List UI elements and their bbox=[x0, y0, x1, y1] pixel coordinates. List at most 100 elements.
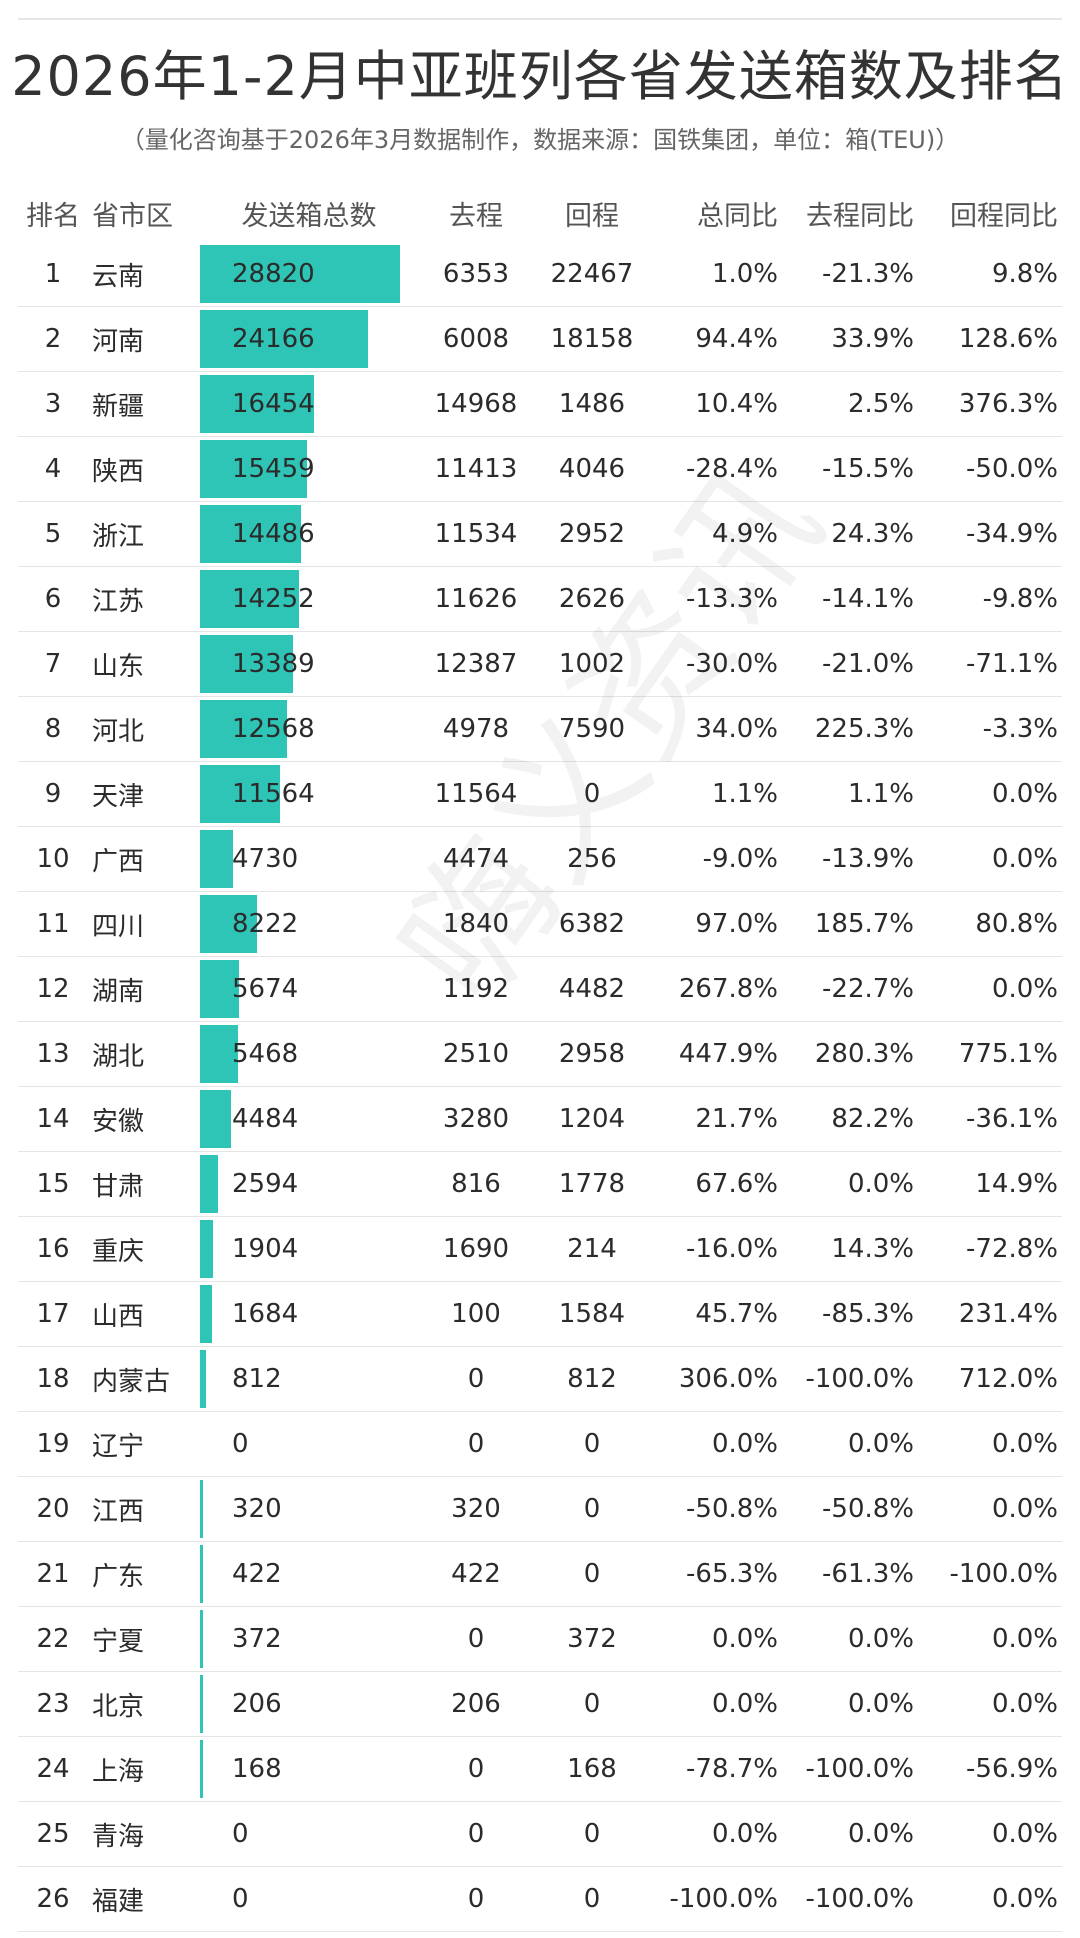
outbound-cell: 422 bbox=[418, 1542, 534, 1607]
total-value: 28820 bbox=[200, 259, 315, 289]
table-row: 25 青海 0 0 0 0.0% 0.0% 0.0% bbox=[18, 1802, 1062, 1867]
table-row: 1 云南 28820 6353 22467 1.0% -21.3% 9.8% bbox=[18, 242, 1062, 307]
total-value: 812 bbox=[200, 1364, 282, 1394]
total-cell: 320 bbox=[200, 1477, 418, 1542]
yoy-cell: 1.1% bbox=[650, 762, 782, 827]
outbound-yoy-cell: 0.0% bbox=[782, 1802, 918, 1867]
table-row: 26 福建 0 0 0 -100.0% -100.0% 0.0% bbox=[18, 1867, 1062, 1932]
table-row: 6 江苏 14252 11626 2626 -13.3% -14.1% -9.8% bbox=[18, 567, 1062, 632]
total-value: 2594 bbox=[200, 1169, 298, 1199]
total-value: 11564 bbox=[200, 779, 315, 809]
province-cell: 新疆 bbox=[88, 372, 200, 437]
inbound-cell: 0 bbox=[534, 762, 650, 827]
header-outbound: 去程 bbox=[418, 184, 534, 242]
outbound-cell: 11413 bbox=[418, 437, 534, 502]
table-row: 18 内蒙古 812 0 812 306.0% -100.0% 712.0% bbox=[18, 1347, 1062, 1412]
outbound-yoy-cell: 1.1% bbox=[782, 762, 918, 827]
top-divider bbox=[18, 18, 1062, 20]
inbound-yoy-cell: 0.0% bbox=[918, 827, 1062, 892]
table-row: 12 湖南 5674 1192 4482 267.8% -22.7% 0.0% bbox=[18, 957, 1062, 1022]
yoy-cell: -30.0% bbox=[650, 632, 782, 697]
outbound-yoy-cell: -85.3% bbox=[782, 1282, 918, 1347]
yoy-cell: 0.0% bbox=[650, 1412, 782, 1477]
inbound-yoy-cell: -36.1% bbox=[918, 1087, 1062, 1152]
table-row: 9 天津 11564 11564 0 1.1% 1.1% 0.0% bbox=[18, 762, 1062, 827]
inbound-yoy-cell: -3.3% bbox=[918, 697, 1062, 762]
inbound-cell: 0 bbox=[534, 1867, 650, 1932]
yoy-cell: 10.4% bbox=[650, 372, 782, 437]
total-value: 24166 bbox=[200, 324, 315, 354]
province-cell: 江苏 bbox=[88, 567, 200, 632]
outbound-yoy-cell: -50.8% bbox=[782, 1477, 918, 1542]
table-row: 10 广西 4730 4474 256 -9.0% -13.9% 0.0% bbox=[18, 827, 1062, 892]
total-cell: 422 bbox=[200, 1542, 418, 1607]
total-cell: 1904 bbox=[200, 1217, 418, 1282]
outbound-yoy-cell: -21.3% bbox=[782, 242, 918, 307]
inbound-yoy-cell: 0.0% bbox=[918, 1607, 1062, 1672]
province-cell: 安徽 bbox=[88, 1087, 200, 1152]
outbound-cell: 0 bbox=[418, 1347, 534, 1412]
total-cell: 812 bbox=[200, 1347, 418, 1412]
outbound-cell: 6008 bbox=[418, 307, 534, 372]
inbound-cell: 0 bbox=[534, 1802, 650, 1867]
rank-cell: 20 bbox=[18, 1477, 88, 1542]
outbound-yoy-cell: 280.3% bbox=[782, 1022, 918, 1087]
table-row: 22 宁夏 372 0 372 0.0% 0.0% 0.0% bbox=[18, 1607, 1062, 1672]
rank-cell: 15 bbox=[18, 1152, 88, 1217]
table-row: 3 新疆 16454 14968 1486 10.4% 2.5% 376.3% bbox=[18, 372, 1062, 437]
province-cell: 山西 bbox=[88, 1282, 200, 1347]
inbound-yoy-cell: 0.0% bbox=[918, 762, 1062, 827]
province-cell: 浙江 bbox=[88, 502, 200, 567]
total-cell: 11564 bbox=[200, 762, 418, 827]
outbound-yoy-cell: -100.0% bbox=[782, 1867, 918, 1932]
inbound-cell: 1778 bbox=[534, 1152, 650, 1217]
province-cell: 宁夏 bbox=[88, 1607, 200, 1672]
total-value: 422 bbox=[200, 1559, 282, 1589]
inbound-cell: 256 bbox=[534, 827, 650, 892]
inbound-yoy-cell: 712.0% bbox=[918, 1347, 1062, 1412]
inbound-cell: 0 bbox=[534, 1672, 650, 1737]
outbound-cell: 4474 bbox=[418, 827, 534, 892]
table-header-row: 排名 省市区 发送箱总数 去程 回程 总同比 去程同比 回程同比 bbox=[18, 184, 1062, 242]
total-cell: 14252 bbox=[200, 567, 418, 632]
total-value: 15459 bbox=[200, 454, 315, 484]
total-cell: 14486 bbox=[200, 502, 418, 567]
header-inbound: 回程 bbox=[534, 184, 650, 242]
province-cell: 山东 bbox=[88, 632, 200, 697]
table-row: 15 甘肃 2594 816 1778 67.6% 0.0% 14.9% bbox=[18, 1152, 1062, 1217]
outbound-yoy-cell: -61.3% bbox=[782, 1542, 918, 1607]
province-cell: 湖北 bbox=[88, 1022, 200, 1087]
outbound-cell: 816 bbox=[418, 1152, 534, 1217]
yoy-cell: 94.4% bbox=[650, 307, 782, 372]
inbound-yoy-cell: 0.0% bbox=[918, 1802, 1062, 1867]
rank-cell: 17 bbox=[18, 1282, 88, 1347]
ranking-table: 排名 省市区 发送箱总数 去程 回程 总同比 去程同比 回程同比 1 云南 2882… bbox=[18, 184, 1062, 1932]
outbound-yoy-cell: -15.5% bbox=[782, 437, 918, 502]
yoy-cell: 0.0% bbox=[650, 1672, 782, 1737]
inbound-yoy-cell: -9.8% bbox=[918, 567, 1062, 632]
rank-cell: 9 bbox=[18, 762, 88, 827]
total-value: 4484 bbox=[200, 1104, 298, 1134]
outbound-cell: 11564 bbox=[418, 762, 534, 827]
header-inbound-yoy: 回程同比 bbox=[918, 184, 1062, 242]
total-cell: 206 bbox=[200, 1672, 418, 1737]
province-cell: 重庆 bbox=[88, 1217, 200, 1282]
inbound-cell: 0 bbox=[534, 1412, 650, 1477]
total-value: 0 bbox=[200, 1884, 249, 1914]
table-row: 2 河南 24166 6008 18158 94.4% 33.9% 128.6% bbox=[18, 307, 1062, 372]
rank-cell: 4 bbox=[18, 437, 88, 502]
outbound-cell: 0 bbox=[418, 1412, 534, 1477]
inbound-cell: 22467 bbox=[534, 242, 650, 307]
rank-cell: 3 bbox=[18, 372, 88, 437]
outbound-cell: 100 bbox=[418, 1282, 534, 1347]
yoy-cell: 4.9% bbox=[650, 502, 782, 567]
yoy-cell: -16.0% bbox=[650, 1217, 782, 1282]
yoy-cell: 0.0% bbox=[650, 1802, 782, 1867]
inbound-yoy-cell: -72.8% bbox=[918, 1217, 1062, 1282]
outbound-cell: 6353 bbox=[418, 242, 534, 307]
yoy-cell: 34.0% bbox=[650, 697, 782, 762]
province-cell: 辽宁 bbox=[88, 1412, 200, 1477]
yoy-cell: 267.8% bbox=[650, 957, 782, 1022]
inbound-cell: 4046 bbox=[534, 437, 650, 502]
total-value: 5674 bbox=[200, 974, 298, 1004]
